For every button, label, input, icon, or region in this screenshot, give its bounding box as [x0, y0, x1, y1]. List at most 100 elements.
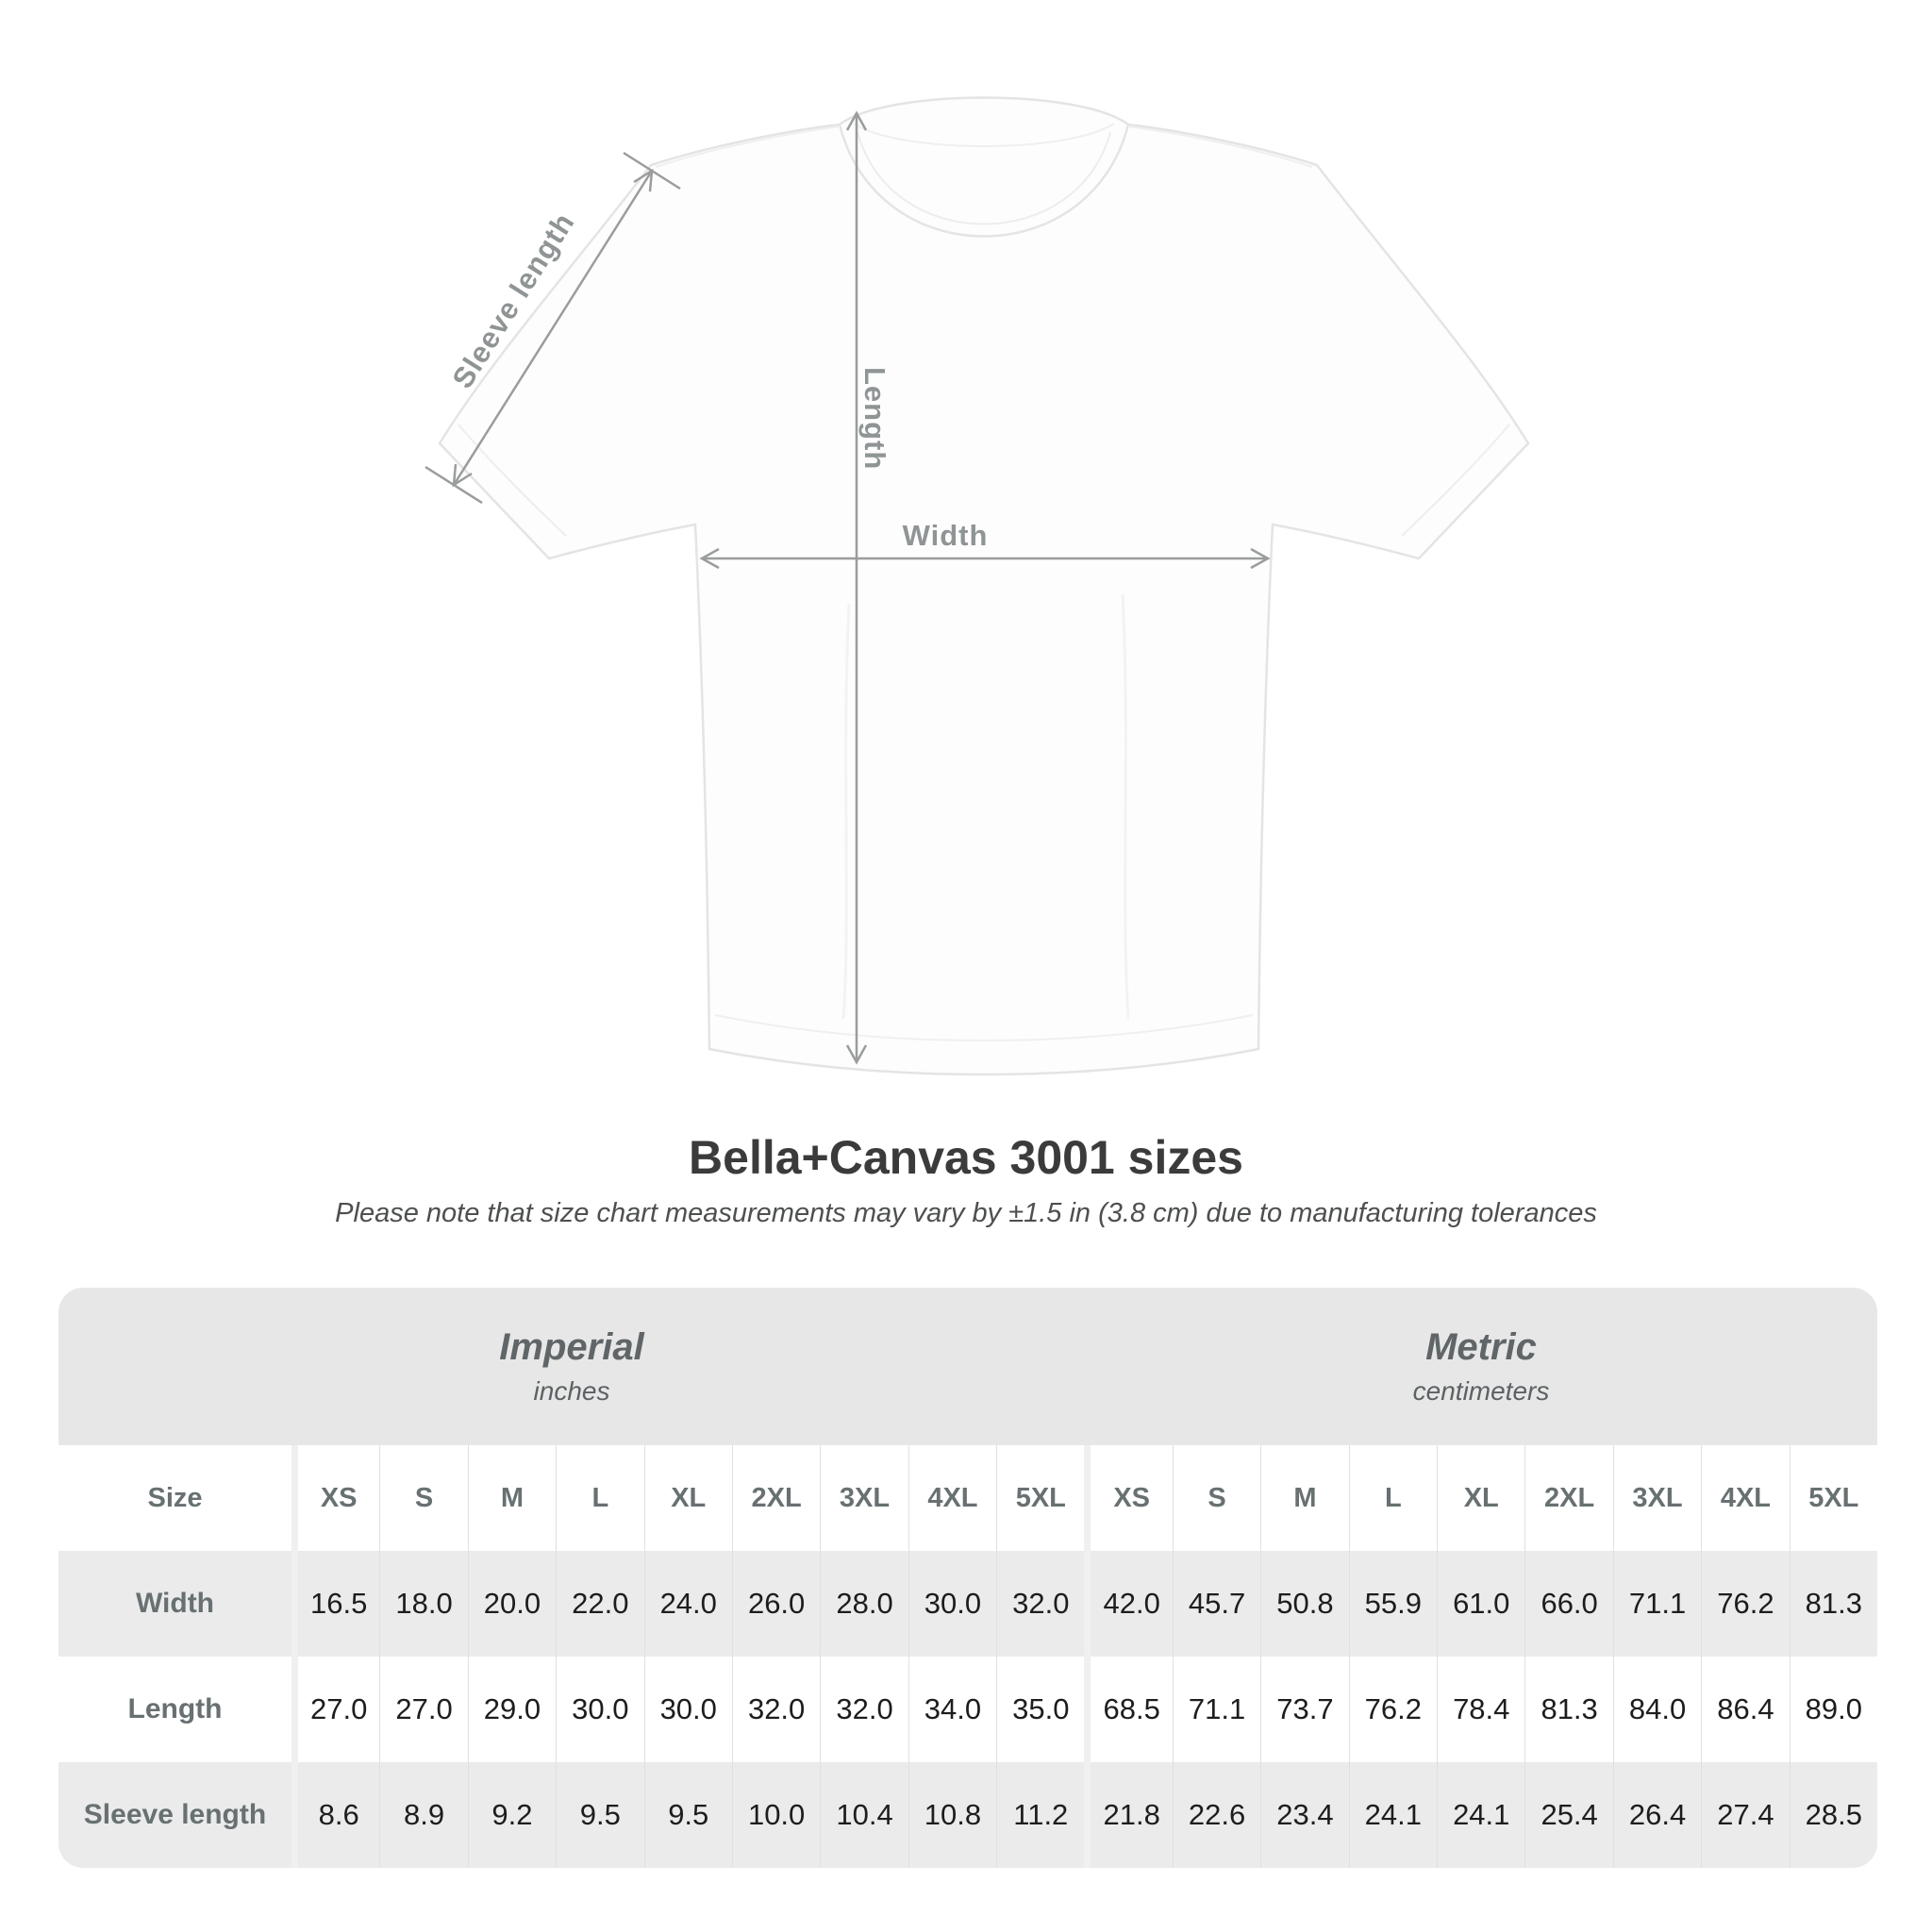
sleeve-arrow-tick-bottom [425, 465, 483, 505]
value-cell: 11.2 [996, 1762, 1084, 1868]
value-cell: 35.0 [996, 1657, 1084, 1762]
value-cell: 18.0 [379, 1551, 467, 1657]
value-cell: 34.0 [908, 1657, 996, 1762]
size-header-cell: M [467, 1445, 556, 1551]
value-cell: 71.1 [1172, 1657, 1260, 1762]
value-cell: 26.0 [731, 1551, 820, 1657]
value-cell: 10.4 [820, 1762, 908, 1868]
value-cell: 24.0 [643, 1551, 732, 1657]
length-arrowhead-bottom [845, 1044, 868, 1065]
value-cell: 61.0 [1437, 1551, 1524, 1657]
size-header-row: Size XS S M L XL 2XL 3XL 4XL 5XL XS S M … [58, 1445, 1877, 1551]
size-header-cell: 2XL [1524, 1445, 1612, 1551]
length-arrowhead-top [845, 110, 868, 131]
size-header-cell: 5XL [996, 1445, 1084, 1551]
value-cell: 9.2 [467, 1762, 556, 1868]
row-label: Width [135, 1588, 215, 1619]
value-cell: 27.4 [1701, 1762, 1789, 1868]
row-label: Sleeve length [83, 1799, 267, 1830]
value-cell: 32.0 [996, 1551, 1084, 1657]
tshirt-illustration [438, 96, 1530, 1076]
value-cell: 30.0 [908, 1551, 996, 1657]
size-header-cell: 4XL [908, 1445, 996, 1551]
value-cell: 26.4 [1612, 1762, 1701, 1868]
value-cell: 8.9 [379, 1762, 467, 1868]
value-cell: 29.0 [467, 1657, 556, 1762]
sleeve-arrow-tick-top [623, 151, 681, 191]
value-cell: 32.0 [820, 1657, 908, 1762]
value-cell: 89.0 [1789, 1657, 1877, 1762]
tolerance-note: Please note that size chart measurements… [335, 1198, 1597, 1228]
value-cell: 45.7 [1172, 1551, 1260, 1657]
value-cell: 8.6 [291, 1762, 379, 1868]
value-cell: 30.0 [556, 1657, 643, 1762]
value-cell: 9.5 [556, 1762, 643, 1868]
value-cell: 21.8 [1084, 1762, 1172, 1868]
value-cell: 73.7 [1260, 1657, 1348, 1762]
value-cell: 50.8 [1260, 1551, 1348, 1657]
size-header-cell: 3XL [820, 1445, 908, 1551]
value-cell: 28.0 [820, 1551, 908, 1657]
value-cell: 23.4 [1260, 1762, 1348, 1868]
tshirt-size-diagram: Width Length Sleeve length [425, 96, 1530, 1076]
size-header-cell: M [1260, 1445, 1348, 1551]
value-cell: 24.1 [1348, 1762, 1437, 1868]
imperial-title: Imperial [499, 1326, 644, 1368]
size-header-cell: 4XL [1701, 1445, 1789, 1551]
value-cell: 71.1 [1612, 1551, 1701, 1657]
size-header-cell: S [1172, 1445, 1260, 1551]
page-title: Bella+Canvas 3001 sizes [689, 1131, 1243, 1184]
value-cell: 66.0 [1524, 1551, 1612, 1657]
size-table: Imperial inches Metric centimeters Size … [58, 1288, 1877, 1868]
size-header-cell: 5XL [1789, 1445, 1877, 1551]
sleeve-length-row: Sleeve length 8.6 8.9 9.2 9.5 9.5 10.0 1… [58, 1762, 1877, 1868]
size-header-cell: L [1348, 1445, 1437, 1551]
size-header-cell: XS [291, 1445, 379, 1551]
width-label: Width [903, 519, 989, 552]
value-cell: 81.3 [1524, 1657, 1612, 1762]
value-cell: 27.0 [379, 1657, 467, 1762]
size-header-cell: 3XL [1612, 1445, 1701, 1551]
row-label: Length [127, 1693, 223, 1724]
width-row: Width 16.5 18.0 20.0 22.0 24.0 26.0 28.0… [58, 1551, 1877, 1657]
length-label: Length [858, 367, 891, 470]
size-header-cell: L [556, 1445, 643, 1551]
value-cell: 55.9 [1348, 1551, 1437, 1657]
metric-section-header: Metric centimeters [1085, 1288, 1877, 1445]
value-cell: 10.0 [731, 1762, 820, 1868]
value-cell: 22.0 [556, 1551, 643, 1657]
value-cell: 25.4 [1524, 1762, 1612, 1868]
value-cell: 30.0 [643, 1657, 732, 1762]
imperial-unit: inches [533, 1376, 610, 1406]
value-cell: 76.2 [1348, 1657, 1437, 1762]
size-header-cell: XS [1084, 1445, 1172, 1551]
length-row: Length 27.0 27.0 29.0 30.0 30.0 32.0 32.… [58, 1657, 1877, 1762]
size-header-cell: 2XL [731, 1445, 820, 1551]
value-cell: 10.8 [908, 1762, 996, 1868]
value-cell: 81.3 [1789, 1551, 1877, 1657]
value-cell: 86.4 [1701, 1657, 1789, 1762]
size-header-cell: S [379, 1445, 467, 1551]
size-header-cell: XL [1437, 1445, 1524, 1551]
size-column-label: Size [147, 1482, 203, 1513]
width-arrowhead-right [1250, 547, 1271, 570]
value-cell: 78.4 [1437, 1657, 1524, 1762]
value-cell: 68.5 [1084, 1657, 1172, 1762]
value-cell: 76.2 [1701, 1551, 1789, 1657]
value-cell: 32.0 [731, 1657, 820, 1762]
value-cell: 16.5 [291, 1551, 379, 1657]
value-cell: 24.1 [1437, 1762, 1524, 1868]
dimension-lines [425, 110, 1271, 1065]
value-cell: 28.5 [1789, 1762, 1877, 1868]
value-cell: 22.6 [1172, 1762, 1260, 1868]
unit-system-header: Imperial inches Metric centimeters [58, 1288, 1877, 1445]
sleeve-arrow [452, 170, 654, 486]
metric-unit: centimeters [1412, 1376, 1550, 1406]
value-cell: 20.0 [467, 1551, 556, 1657]
width-arrowhead-left [699, 547, 720, 570]
value-cell: 9.5 [643, 1762, 732, 1868]
value-cell: 84.0 [1612, 1657, 1701, 1762]
value-cell: 42.0 [1084, 1551, 1172, 1657]
metric-title: Metric [1425, 1326, 1537, 1368]
